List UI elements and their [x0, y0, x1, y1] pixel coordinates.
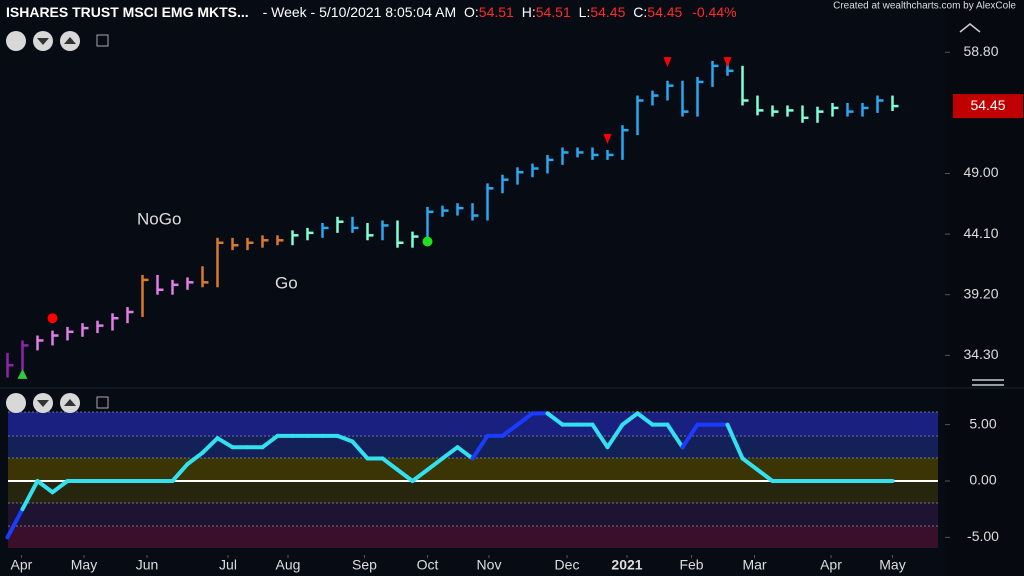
y-tick-label: 34.30 — [963, 346, 998, 362]
x-tick-label: Jun — [136, 557, 159, 573]
y-tick-label: 39.20 — [963, 285, 998, 301]
oscillator-segment — [215, 436, 235, 450]
quote-label: L: — [579, 4, 591, 20]
add-button[interactable] — [96, 396, 109, 409]
quote-value: 54.45 — [647, 4, 682, 20]
x-tick-label: Nov — [477, 557, 502, 573]
toolbar-bottom — [6, 393, 109, 413]
oscillator-segment — [260, 433, 280, 450]
scale-button[interactable] — [959, 23, 981, 33]
oscillator-segment — [335, 433, 355, 444]
oscillator-segment — [410, 467, 430, 483]
oscillator-segment — [425, 456, 445, 472]
change: -0.44% — [692, 4, 736, 20]
oscillator-segment — [380, 456, 400, 472]
oscillator-segment — [740, 456, 760, 472]
y-tick-label: 0.00 — [969, 472, 996, 488]
icon — [37, 400, 49, 407]
signal-dot — [47, 313, 58, 324]
x-tick-label: Sep — [352, 557, 377, 573]
oscillator-segment — [395, 467, 415, 483]
quote-value: 54.51 — [536, 4, 571, 20]
credit: Created at wealthcharts.com by AlexCole — [833, 1, 1016, 12]
y-tick-label: 58.80 — [963, 43, 998, 59]
axis-menu — [959, 23, 1004, 386]
oscillator-segment — [20, 479, 40, 512]
annotation: Go — [275, 273, 298, 292]
x-tick-label: Jul — [219, 557, 237, 573]
oscillator-segment — [545, 411, 565, 427]
last-price-label: 54.45 — [970, 97, 1005, 113]
icon — [64, 399, 76, 406]
band — [8, 526, 938, 548]
quote-label: H: — [522, 4, 536, 20]
y-tick-label: 49.00 — [963, 164, 998, 180]
quote-label: C: — [633, 4, 647, 20]
add-button[interactable] — [96, 34, 109, 47]
oscillator-segment — [725, 422, 745, 461]
oscillator-segment — [440, 445, 460, 461]
quote-label: O: — [464, 4, 479, 20]
signal-triangle — [603, 133, 612, 144]
oscillator-segment — [200, 436, 220, 455]
signal-triangle — [723, 57, 732, 68]
oscillator-segment — [755, 467, 775, 483]
x-tick-label: Apr — [820, 557, 842, 573]
header: ISHARES TRUST MSCI EMG MKTS... - Week - … — [6, 4, 737, 20]
y-tick-label: 44.10 — [963, 225, 998, 241]
quote-value: 54.45 — [590, 4, 625, 20]
oscillator-segment — [455, 445, 475, 461]
oscillator-segment — [50, 479, 70, 495]
oscillator-segment — [470, 433, 490, 461]
symbol: ISHARES TRUST MSCI EMG MKTS... — [6, 4, 249, 20]
expand-button[interactable] — [6, 31, 26, 51]
expand-button[interactable] — [6, 393, 26, 413]
icon — [37, 38, 49, 45]
band — [8, 436, 938, 458]
oscillator-segment — [35, 479, 55, 495]
y-tick-label: -5.00 — [967, 528, 999, 544]
oscillator-segment — [515, 411, 535, 427]
oscillator-segment — [620, 411, 640, 427]
y-tick-label: 5.00 — [969, 415, 996, 431]
signal-dot — [422, 236, 433, 247]
x-tick-label: Dec — [555, 557, 580, 573]
band — [8, 503, 938, 526]
x-tick-label: Apr — [11, 557, 33, 573]
band — [8, 481, 938, 503]
oscillator-segment — [185, 450, 205, 467]
oscillator-segment — [605, 422, 625, 450]
oscillator-segment — [5, 507, 25, 540]
oscillator-segment — [170, 462, 190, 483]
x-tick-label: Aug — [276, 557, 301, 573]
x-tick-label: Feb — [679, 557, 703, 573]
icon — [64, 37, 76, 44]
oscillator-segment — [680, 422, 700, 450]
oscillator-segment — [500, 422, 520, 438]
info: - Week - 5/10/2021 8:05:04 AM — [263, 4, 457, 20]
oscillator-segment — [665, 422, 685, 450]
oscillator-segment — [635, 411, 655, 427]
x-tick-label: Mar — [742, 557, 766, 573]
quote-value: 54.51 — [479, 4, 514, 20]
oscillator-bands — [8, 411, 938, 548]
signal-triangle — [17, 368, 28, 379]
toolbar-top — [6, 31, 109, 51]
x-tick-label: May — [879, 557, 905, 573]
annotation: NoGo — [137, 209, 181, 228]
oscillator-segment — [350, 439, 370, 461]
oscillator-segment — [590, 422, 610, 450]
x-tick-label: 2021 — [611, 557, 642, 573]
last-price-box — [953, 94, 1023, 119]
x-tick-label: May — [71, 557, 97, 573]
signal-triangle — [663, 57, 672, 68]
band — [8, 412, 938, 436]
band — [8, 458, 938, 481]
x-tick-label: Oct — [417, 557, 439, 573]
